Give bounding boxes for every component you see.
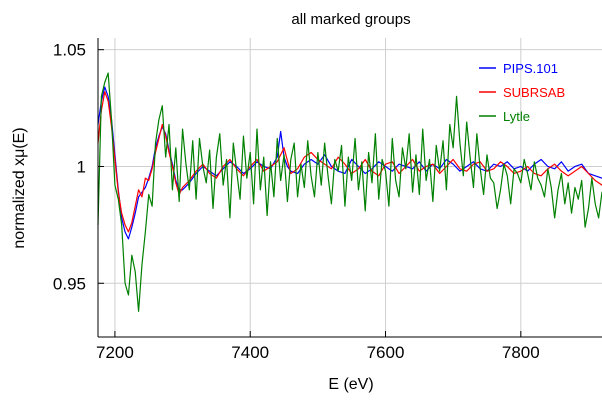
legend-label: SUBRSAB <box>503 85 565 100</box>
legend-label: Lytle <box>503 109 530 124</box>
x-axis-label: E (eV) <box>328 376 373 393</box>
y-tick-label: 1.05 <box>53 41 86 60</box>
series-line-lytle <box>97 72 602 312</box>
x-tick-label: 7200 <box>96 343 134 362</box>
legend-label: PIPS.101 <box>503 61 558 76</box>
x-tick-label: 7400 <box>231 343 269 362</box>
x-tick-label: 7600 <box>367 343 405 362</box>
plot-area: 7200 7400 7600 7800 0.95 1 1.05 PIPS.101 SUBRSAB… <box>53 38 602 362</box>
plot-background <box>98 38 602 337</box>
y-tick-label: 0.95 <box>53 274 86 293</box>
x-tick-label: 7800 <box>502 343 540 362</box>
chart-title: all marked groups <box>291 11 410 28</box>
y-tick-label: 1 <box>77 157 86 176</box>
y-axis-label: normalized xμ(E) <box>11 127 28 248</box>
